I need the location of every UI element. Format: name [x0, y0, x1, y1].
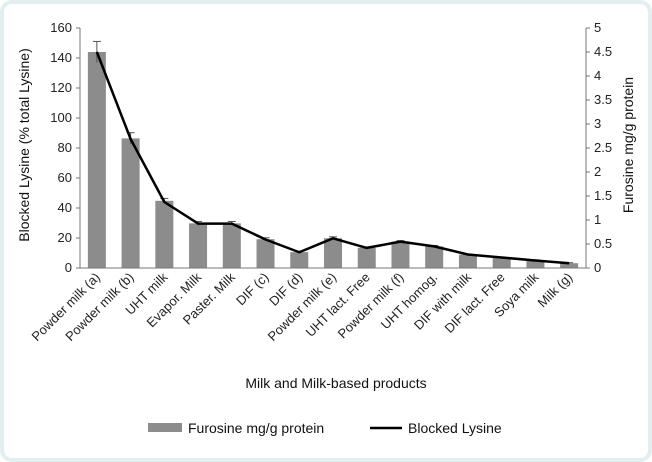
bars-group	[87, 52, 579, 268]
y-tick-label: 140	[50, 50, 72, 65]
bar	[425, 246, 444, 268]
y2-tick-label: 2	[594, 164, 601, 179]
bar	[391, 241, 410, 268]
y-tick-label: 0	[65, 260, 72, 275]
y2-tick-label: 5	[594, 20, 601, 35]
x-tick-label: DIF (c)	[233, 270, 272, 309]
y-tick-label: 40	[58, 200, 72, 215]
legend-label-bar: Furosine mg/g protein	[188, 420, 324, 436]
bar	[458, 254, 477, 268]
y-tick-label: 80	[58, 140, 72, 155]
legend-swatch-bar	[148, 423, 182, 432]
bar	[256, 239, 275, 268]
bar	[324, 238, 342, 268]
y2-tick-label: 0	[594, 260, 601, 275]
line-group	[95, 51, 570, 265]
bar	[526, 260, 545, 268]
x-tick-label: Milk (g)	[535, 270, 576, 311]
bar	[560, 263, 579, 268]
bar	[121, 138, 140, 268]
right-axis-ticks: 0 0.5 1 1.5 2 2.5 3 3.5 4 4.5 5	[586, 20, 612, 275]
left-axis-ticks: 0 20 40 60 80 100 120 140 160	[50, 20, 80, 275]
legend-label-line: Blocked Lysine	[408, 420, 502, 436]
legend: Furosine mg/g protein Blocked Lysine	[148, 420, 502, 436]
y-tick-label: 100	[50, 110, 72, 125]
x-axis-ticks: Powder milk (a)Powder milk (b)UHT milkEv…	[29, 269, 576, 344]
bar	[155, 200, 174, 268]
x-axis-title: Milk and Milk-based products	[245, 375, 426, 391]
bar	[189, 223, 208, 268]
bar	[222, 223, 241, 268]
y-axis-title: Blocked Lysine (% total Lysine)	[16, 48, 32, 242]
y2-tick-label: 4.5	[594, 44, 612, 59]
y-tick-label: 160	[50, 20, 72, 35]
y-tick-label: 60	[58, 170, 72, 185]
bar	[87, 52, 106, 268]
bar	[492, 257, 511, 268]
y2-tick-label: 3	[594, 116, 601, 131]
y-tick-label: 120	[50, 80, 72, 95]
y2-axis-title: Furosine mg/g protein	[620, 77, 636, 213]
y2-tick-label: 2.5	[594, 140, 612, 155]
y2-tick-label: 1	[594, 212, 601, 227]
y2-tick-label: 3.5	[594, 92, 612, 107]
y2-tick-label: 1.5	[594, 188, 612, 203]
bar	[357, 247, 376, 268]
y2-tick-label: 4	[594, 68, 601, 83]
y2-tick-label: 0.5	[594, 236, 612, 251]
y-tick-label: 20	[58, 230, 72, 245]
bar	[290, 252, 309, 268]
blocked-lysine-line	[95, 51, 570, 265]
